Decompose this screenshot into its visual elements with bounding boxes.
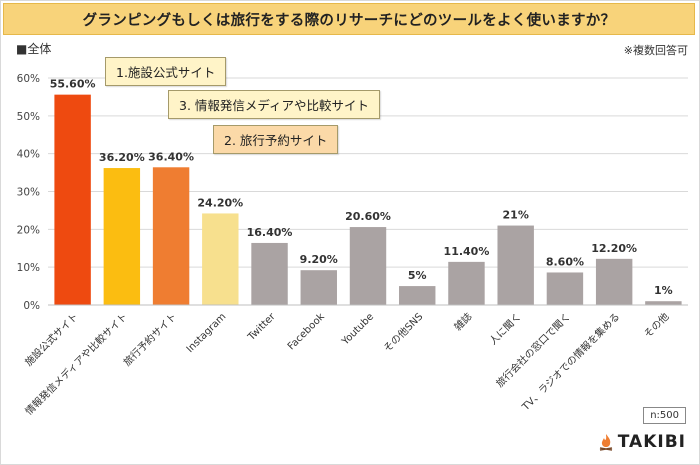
x-tick-label: Facebook — [286, 311, 327, 352]
callout-rank-2: 2. 旅行予約サイト — [213, 125, 339, 154]
bar — [54, 94, 91, 305]
bar — [595, 258, 633, 305]
data-label: 36.40% — [148, 150, 194, 163]
data-label: 21% — [503, 209, 529, 222]
bar — [202, 213, 239, 305]
data-label: 1% — [654, 284, 673, 297]
y-tick-label: 40% — [17, 149, 40, 161]
bar — [103, 168, 141, 305]
y-tick-label: 60% — [17, 73, 40, 85]
data-label: 36.20% — [99, 151, 145, 164]
y-tick-label: 50% — [17, 111, 40, 123]
x-tick-label: 雑誌 — [451, 310, 474, 333]
x-tick-label: その他 — [641, 310, 671, 340]
brand-logo: TAKIBI — [598, 432, 686, 452]
data-label: 11.40% — [444, 245, 490, 258]
x-tick-label: Instagram — [185, 311, 229, 355]
x-tick-label: TV、ラジオでの情報を集める — [519, 310, 623, 414]
bar — [497, 225, 534, 305]
bar — [251, 242, 288, 305]
bar — [349, 227, 387, 305]
x-tick-label: 情報発信メディアや比較サイト — [22, 310, 130, 418]
data-label: 12.20% — [591, 242, 637, 255]
y-tick-label: 30% — [17, 187, 40, 199]
y-tick-label: 20% — [17, 224, 40, 236]
x-tick-label: その他SNS — [381, 310, 426, 355]
brand-name: TAKIBI — [617, 432, 686, 452]
y-tick-label: 0% — [23, 300, 40, 312]
bar — [645, 301, 682, 305]
data-label: 24.20% — [197, 196, 243, 209]
callout-rank-3: 3. 情報発信メディアや比較サイト — [168, 90, 381, 119]
bar — [300, 270, 337, 305]
bar — [399, 286, 436, 305]
bar — [152, 167, 190, 305]
x-tick-label: 人に聞く — [487, 311, 524, 348]
chart-title: グランピングもしくは旅行をする際のリサーチにどのツールをよく使いますか？ — [3, 3, 695, 35]
x-tick-label: Youtube — [339, 311, 376, 348]
sample-size: n:500 — [643, 407, 686, 424]
data-label: 5% — [408, 269, 427, 282]
data-label: 20.60% — [345, 210, 391, 223]
data-label: 9.20% — [300, 253, 338, 266]
bar — [546, 272, 584, 305]
data-label: 16.40% — [247, 226, 293, 239]
data-label: 55.60% — [50, 78, 96, 91]
y-tick-label: 10% — [17, 262, 40, 274]
bar — [448, 261, 485, 305]
data-label: 8.60% — [546, 255, 584, 268]
x-tick-label: Twitter — [245, 311, 278, 344]
x-tick-label: 施設公式サイト — [22, 310, 81, 369]
multiple-answers-note: ※複数回答可 — [623, 44, 688, 57]
campfire-icon — [599, 434, 612, 451]
callout-rank-1: 1.施設公式サイト — [105, 57, 227, 86]
legend-label: ■全体 — [16, 42, 52, 56]
